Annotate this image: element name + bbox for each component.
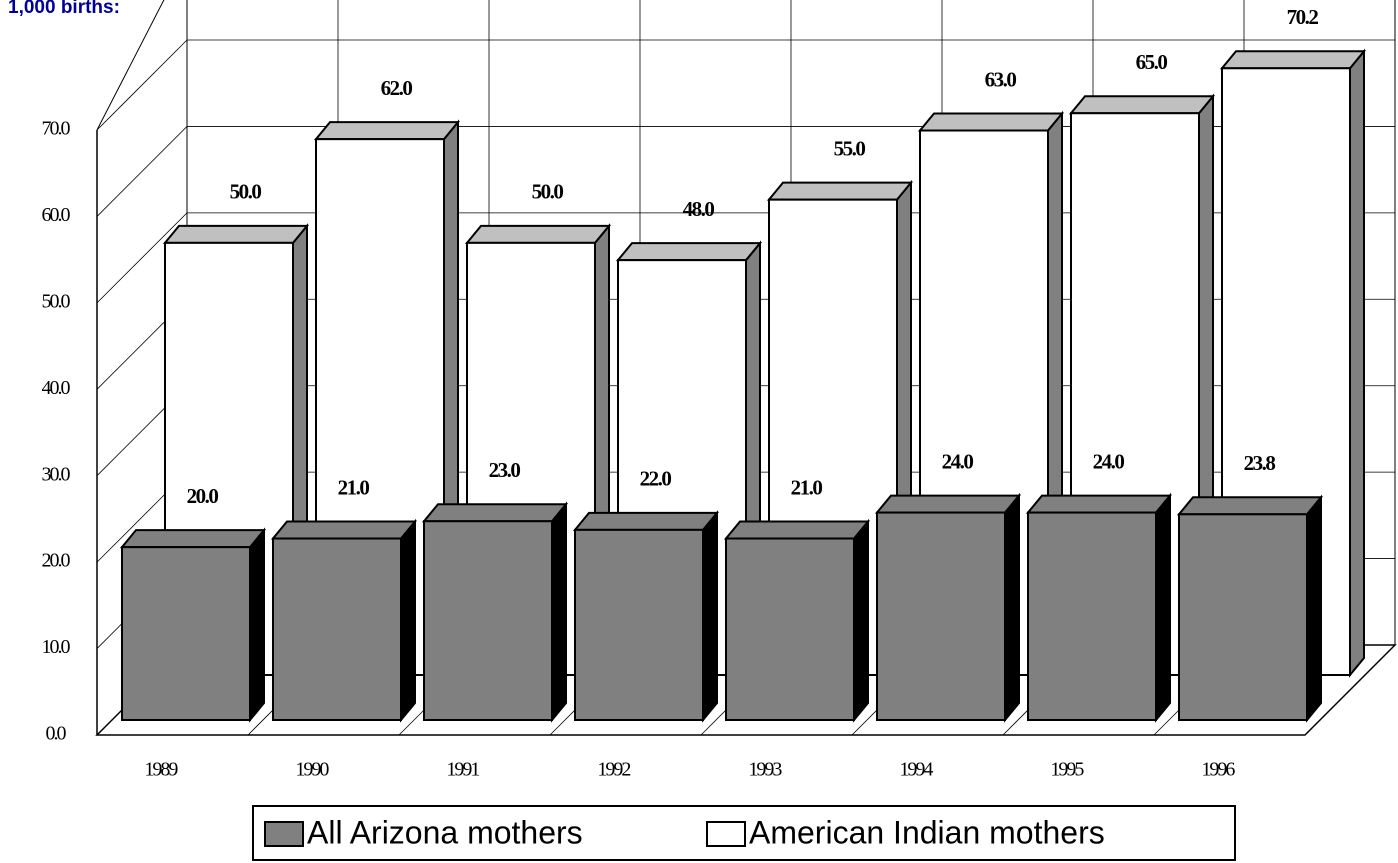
floor-divider <box>1304 644 1396 736</box>
legend-label: American Indian mothers <box>749 814 1105 850</box>
bar-top <box>917 112 1065 132</box>
data-label: 48.0 <box>683 197 715 221</box>
bar-side <box>1155 492 1171 723</box>
bar-top <box>421 503 569 523</box>
bar-top <box>162 224 310 244</box>
data-label: 24.0 <box>1093 449 1125 473</box>
bar-top <box>874 494 1022 514</box>
bar <box>121 546 251 722</box>
bar-side <box>1306 494 1322 723</box>
data-label: 24.0 <box>942 449 974 473</box>
y-tick-label: 30.0 <box>42 463 71 485</box>
bar-top <box>1068 95 1216 115</box>
y-tick-label: 60.0 <box>42 204 71 226</box>
bar-side <box>400 518 416 723</box>
data-label: 21.0 <box>338 475 370 499</box>
data-label: 22.0 <box>640 467 672 491</box>
x-tick-label: 1991 <box>446 759 479 781</box>
data-label: 23.0 <box>489 458 521 482</box>
data-label: 63.0 <box>985 67 1017 91</box>
x-tick-label: 1993 <box>748 759 782 781</box>
y-tick-label: 40.0 <box>42 377 71 399</box>
data-label: 55.0 <box>834 136 866 160</box>
y-tick-label: 20.0 <box>42 550 71 572</box>
bar-top <box>464 224 612 244</box>
bar <box>1027 511 1157 721</box>
legend-swatch <box>264 821 304 847</box>
data-label: 62.0 <box>381 76 413 100</box>
bar <box>725 537 855 721</box>
legend-label: All Arizona mothers <box>307 814 583 850</box>
bar-top <box>1025 494 1173 514</box>
bars <box>119 48 1367 723</box>
bar-top <box>119 529 267 549</box>
bar-side <box>702 510 718 723</box>
bar-side <box>853 518 869 723</box>
bar-top <box>270 520 418 540</box>
y-tick-label: 0.0 <box>46 723 67 745</box>
bar <box>876 511 1006 721</box>
y-tick-label: 10.0 <box>42 636 71 658</box>
left-top-edge <box>96 0 165 131</box>
x-tick-label: 1989 <box>144 759 178 781</box>
legend: All Arizona mothers American Indian mothe… <box>264 814 1105 850</box>
bar <box>423 520 553 722</box>
bar <box>272 537 402 721</box>
x-tick-label: 1996 <box>1201 759 1235 781</box>
bar-top <box>615 242 763 262</box>
bar <box>574 528 704 721</box>
x-tick-label: 1994 <box>899 759 933 781</box>
bar-top <box>572 511 720 531</box>
data-label: 23.8 <box>1244 451 1276 475</box>
data-label: 65.0 <box>1136 50 1168 74</box>
bar-side <box>1004 492 1020 723</box>
bar-side <box>1349 48 1365 678</box>
bar-side <box>249 527 265 723</box>
grid-line <box>96 126 188 217</box>
x-tick-label: 1990 <box>295 759 329 781</box>
y-tick-label: 70.0 <box>42 118 71 140</box>
bar-top <box>723 520 871 540</box>
grid-line <box>96 212 188 304</box>
x-tick-label: 1992 <box>597 759 630 781</box>
bar <box>1178 513 1308 721</box>
data-label: 70.2 <box>1287 5 1319 29</box>
bar-top <box>1176 496 1324 516</box>
data-label: 50.0 <box>532 180 564 204</box>
chart-title: 1,000 births: <box>8 0 120 18</box>
grid-line <box>96 39 188 131</box>
bar-top <box>766 181 914 201</box>
bar-top <box>1219 50 1367 70</box>
bar-top <box>313 121 461 141</box>
legend-swatch <box>706 821 746 847</box>
bar-side <box>551 501 567 723</box>
data-label: 21.0 <box>791 475 823 499</box>
data-label: 20.0 <box>187 484 219 508</box>
data-label: 50.0 <box>230 180 262 204</box>
x-tick-label: 1995 <box>1050 759 1084 781</box>
y-tick-label: 50.0 <box>42 290 71 312</box>
labels: 50.0 62.0 50.0 48.0 55.0 63.0 65.0 70.2 20.0 21.0… <box>144 5 1319 781</box>
